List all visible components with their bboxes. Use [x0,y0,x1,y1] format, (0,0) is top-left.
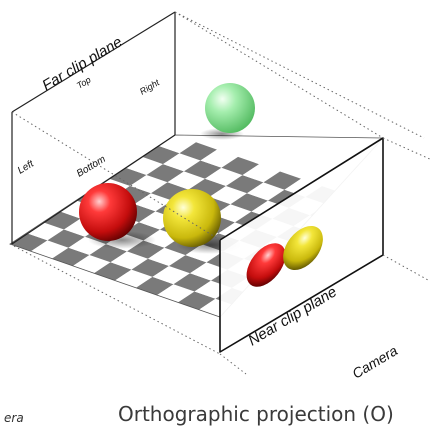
checker-tile [10,233,48,252]
checker-tile [115,269,153,288]
checker-tile [151,182,189,201]
far-plane-top-edge [11,11,176,113]
right-label: Right [138,77,162,97]
checker-tile [230,193,268,212]
checker-tile [47,229,85,248]
checker-tile [242,164,280,183]
bottom-label: Bottom [75,154,108,180]
checker-tile [125,156,163,175]
checker-tile [110,251,148,270]
checker-tile [31,240,69,259]
checker-tile [247,182,285,201]
checker-tile [157,284,195,303]
checker-tile [209,186,247,205]
checker-tile [134,193,172,212]
checker-tile [146,164,184,183]
checker-tile [173,273,211,292]
frustum-dotted-lines [9,11,433,375]
checker-tile [226,175,264,194]
red-sphere [79,183,137,241]
yellow-sphere [163,189,221,247]
checker-tile [131,258,169,277]
checker-tile [43,211,81,230]
checker-tile [263,171,301,190]
checker-tile [52,247,90,266]
checker-tile [109,167,147,186]
checker-tile [148,247,186,266]
checker-tile [73,255,111,274]
checker-tile [94,262,132,281]
checker-tile [190,262,228,281]
checker-tile [130,175,168,194]
projected-red-ellipse [246,243,286,287]
checker-tile [221,156,259,176]
checker-tile [163,153,201,172]
projected-yellow-ellipse [283,225,323,271]
diagram-caption: Orthographic projection (O) [118,402,394,426]
checker-tile [200,149,238,168]
checker-tile [158,135,196,154]
checker-tile [167,171,205,190]
checker-tile [178,291,216,310]
checker-tile [179,142,217,161]
checker-tile [214,204,252,223]
checker-tile [26,222,64,241]
checker-tile [142,145,180,165]
checker-tile [136,276,174,296]
top-label: Top [75,75,93,91]
checker-tile [152,266,190,285]
green-sphere [205,83,255,133]
camera-label: Camera [349,342,400,381]
left-label: Left [16,158,37,177]
checker-tile [169,255,207,274]
checker-tile [127,240,165,259]
partial-camera-label: era [4,411,24,425]
checker-tile [184,160,222,179]
checker-tile [205,167,243,186]
